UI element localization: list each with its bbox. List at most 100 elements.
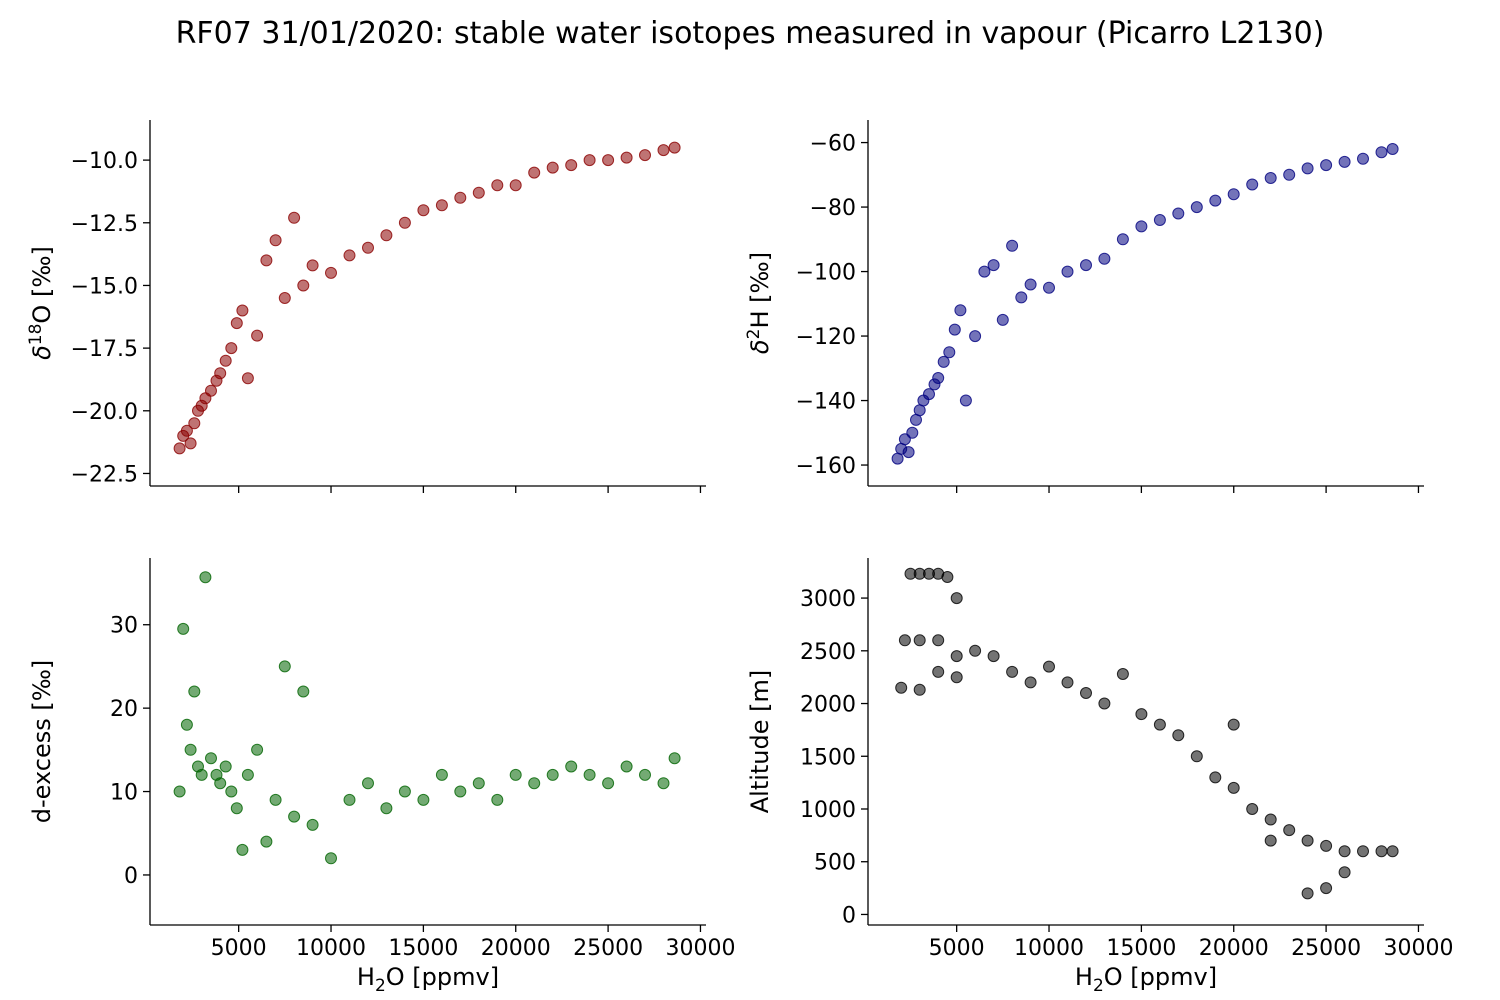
x-tick-label: 30000 xyxy=(665,936,735,961)
altitude-point xyxy=(1172,729,1185,742)
d18o-point xyxy=(188,417,201,430)
d18o-point xyxy=(343,249,356,262)
altitude-point xyxy=(1190,750,1203,763)
d2h-point xyxy=(1338,155,1351,168)
y-tick-label: 3000 xyxy=(800,587,856,612)
d18o-point xyxy=(602,154,615,167)
dexcess-point xyxy=(180,718,193,731)
d2h-point xyxy=(978,265,991,278)
d18o-point xyxy=(306,259,319,272)
x-tick-label: 20000 xyxy=(1199,936,1269,961)
d18o-point xyxy=(260,254,273,267)
y-tick-label: −100 xyxy=(796,261,856,286)
dexcess-point xyxy=(362,777,374,790)
d2h-point xyxy=(1246,178,1259,191)
altitude-point xyxy=(1338,866,1351,879)
dexcess-point xyxy=(565,760,578,773)
d2h-point xyxy=(1320,159,1333,172)
d18o-point xyxy=(657,144,670,157)
d2h-point xyxy=(923,388,935,401)
y-tick-label: 10 xyxy=(110,781,138,806)
altitude-point xyxy=(1246,803,1259,815)
d2h-point xyxy=(987,259,1000,272)
d2h-point xyxy=(1283,168,1296,181)
altitude-point xyxy=(1209,771,1222,784)
d18o-point xyxy=(325,266,337,279)
d18o-point xyxy=(639,149,651,162)
d18o-point xyxy=(297,279,310,292)
dexcess-point xyxy=(306,818,319,831)
dexcess-point xyxy=(205,752,217,765)
altitude-point xyxy=(950,592,963,605)
x-axis-label: H2O [ppmv] xyxy=(1075,963,1217,996)
x-tick-label: 30000 xyxy=(1383,936,1453,961)
x-tick-label: 20000 xyxy=(481,936,551,961)
d2h-point xyxy=(1227,188,1240,201)
d2h-point xyxy=(1190,201,1203,214)
altitude-point xyxy=(1320,839,1333,852)
dexcess-point xyxy=(491,793,504,806)
dexcess-point xyxy=(269,793,282,806)
altitude-point xyxy=(1153,718,1166,731)
d2h-point xyxy=(932,372,945,384)
d18o-point xyxy=(380,229,393,242)
y-axis-label: d-excess [‰] xyxy=(28,660,56,824)
d18o-point xyxy=(180,424,193,437)
altitude-point xyxy=(1357,845,1369,858)
d2h-point xyxy=(1116,233,1129,246)
altitude-point xyxy=(1080,687,1092,699)
altitude-points xyxy=(895,567,1399,900)
dexcess-point xyxy=(602,777,615,790)
d2h-point xyxy=(1006,239,1019,252)
dexcess-point xyxy=(583,768,596,781)
y-tick-label: 2000 xyxy=(800,693,856,718)
d2h-point xyxy=(1061,265,1074,278)
dexcess-point xyxy=(278,660,291,673)
y-tick-label: −120 xyxy=(796,325,856,350)
x-tick-label: 25000 xyxy=(1291,936,1361,961)
altitude-point xyxy=(1320,882,1333,895)
dexcess-point xyxy=(173,785,186,798)
altitude-point xyxy=(1098,697,1111,710)
dexcess-point xyxy=(380,802,393,815)
y-tick-label: 30 xyxy=(110,614,138,639)
dexcess-point xyxy=(177,622,190,635)
d18o-point xyxy=(454,191,467,204)
d2h-point xyxy=(954,304,967,317)
x-tick-label: 15000 xyxy=(388,936,458,961)
d18o-point xyxy=(620,151,633,164)
dexcess-panel: 0 10 20 30 5000 10000 15000 20000 25000 30000 H2O … xyxy=(28,558,735,996)
d2h-point xyxy=(1153,214,1166,226)
dexcess-point xyxy=(657,777,670,790)
y-tick-label: −17.5 xyxy=(71,337,138,362)
d18o-point xyxy=(668,141,681,154)
altitude-point xyxy=(1024,676,1037,689)
y-tick-label: −80 xyxy=(810,196,856,221)
altitude-point xyxy=(898,634,911,647)
altitude-point xyxy=(1375,845,1388,858)
x-tick-label: 10000 xyxy=(296,936,366,961)
altitude-point xyxy=(969,644,982,657)
y-tick-label: −12.5 xyxy=(71,212,138,237)
x-tick-label: 5000 xyxy=(929,936,985,961)
figure-title: RF07 31/01/2020: stable water isotopes m… xyxy=(176,16,1325,51)
y-tick-label: −15.0 xyxy=(71,274,138,299)
d2h-point xyxy=(906,426,919,439)
d2h-point xyxy=(959,394,972,407)
dexcess-point xyxy=(195,768,208,781)
d18o-point xyxy=(435,199,448,212)
dexcess-point xyxy=(620,760,633,773)
dexcess-point xyxy=(343,793,356,806)
d18o-point xyxy=(225,342,238,355)
dexcess-point xyxy=(528,777,541,790)
altitude-point xyxy=(1135,708,1148,721)
y-tick-label: 1500 xyxy=(800,745,856,770)
dexcess-point xyxy=(199,571,212,584)
dexcess-point xyxy=(472,777,485,790)
d18o-point xyxy=(230,317,243,330)
d18o-point xyxy=(241,372,254,385)
d2h-point xyxy=(1209,194,1222,207)
d2h-point xyxy=(937,355,950,368)
altitude-point xyxy=(913,683,926,696)
d2h-point xyxy=(1172,207,1185,220)
